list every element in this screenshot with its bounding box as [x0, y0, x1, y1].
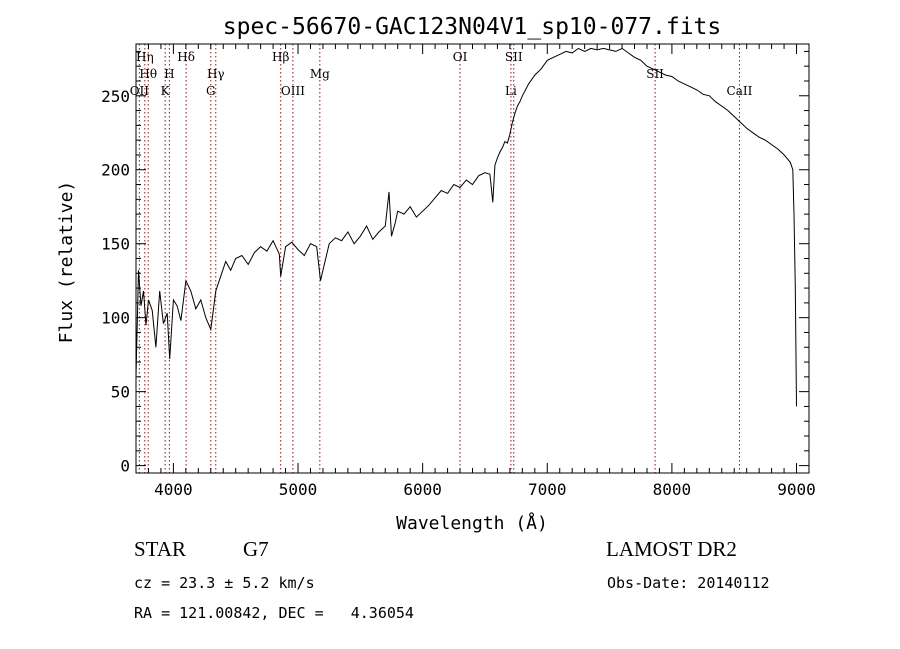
y-tick-label: 150 [101, 235, 130, 254]
y-axis: 0 50 100 150 200 250 [101, 50, 809, 476]
x-axis-label: Wavelength (Å) [396, 512, 548, 534]
line-marker-label: Hγ [207, 67, 225, 81]
redshift-info: cz = 23.3 ± 5.2 km/s [134, 574, 315, 592]
line-marker-label: OI [453, 50, 468, 64]
y-tick-label: 0 [120, 457, 130, 476]
survey-name: LAMOST DR2 [606, 537, 737, 561]
coordinates-info: RA = 121.00842, DEC = 4.36054 [134, 604, 414, 622]
chart-title: spec-56670-GAC123N04V1_sp10-077.fits [223, 14, 722, 40]
object-class: STAR [134, 537, 186, 561]
x-tick-label: 8000 [653, 480, 692, 499]
line-marker-label: Hθ [139, 67, 157, 81]
y-tick-label: 200 [101, 161, 130, 180]
spectrum-chart: spec-56670-GAC123N04V1_sp10-077.fits OII… [56, 14, 816, 534]
line-marker-label: SII [646, 67, 664, 81]
line-marker-label: Hδ [177, 50, 195, 64]
plot-frame [135, 43, 810, 474]
line-marker-label: Li [505, 84, 517, 98]
line-marker-label: Hβ [272, 50, 289, 64]
observation-date: Obs-Date: 20140112 [607, 574, 770, 592]
line-marker-label: SII [505, 50, 523, 64]
x-tick-label: 6000 [403, 480, 442, 499]
y-tick-label: 50 [111, 383, 130, 402]
y-tick-label: 250 [101, 87, 130, 106]
line-marker-label: OII [130, 84, 150, 98]
spectrum-line [135, 47, 797, 407]
line-marker-label: H [164, 67, 174, 81]
line-marker-label: Hη [136, 50, 154, 64]
y-tick-label: 100 [101, 309, 130, 328]
x-axis: 4000 5000 6000 7000 8000 9000 [135, 44, 816, 499]
line-marker-label: Mg [310, 67, 330, 81]
line-marker-label: K [161, 84, 171, 98]
x-tick-label: 5000 [279, 480, 318, 499]
object-subclass: G7 [243, 537, 269, 561]
x-tick-label: 9000 [777, 480, 816, 499]
x-tick-label: 4000 [154, 480, 193, 499]
line-marker-label: CaII [727, 84, 753, 98]
line-marker-label: OIII [281, 84, 305, 98]
y-axis-label: Flux (relative) [56, 181, 77, 344]
x-tick-label: 7000 [528, 480, 567, 499]
line-marker-label: G [206, 84, 216, 98]
